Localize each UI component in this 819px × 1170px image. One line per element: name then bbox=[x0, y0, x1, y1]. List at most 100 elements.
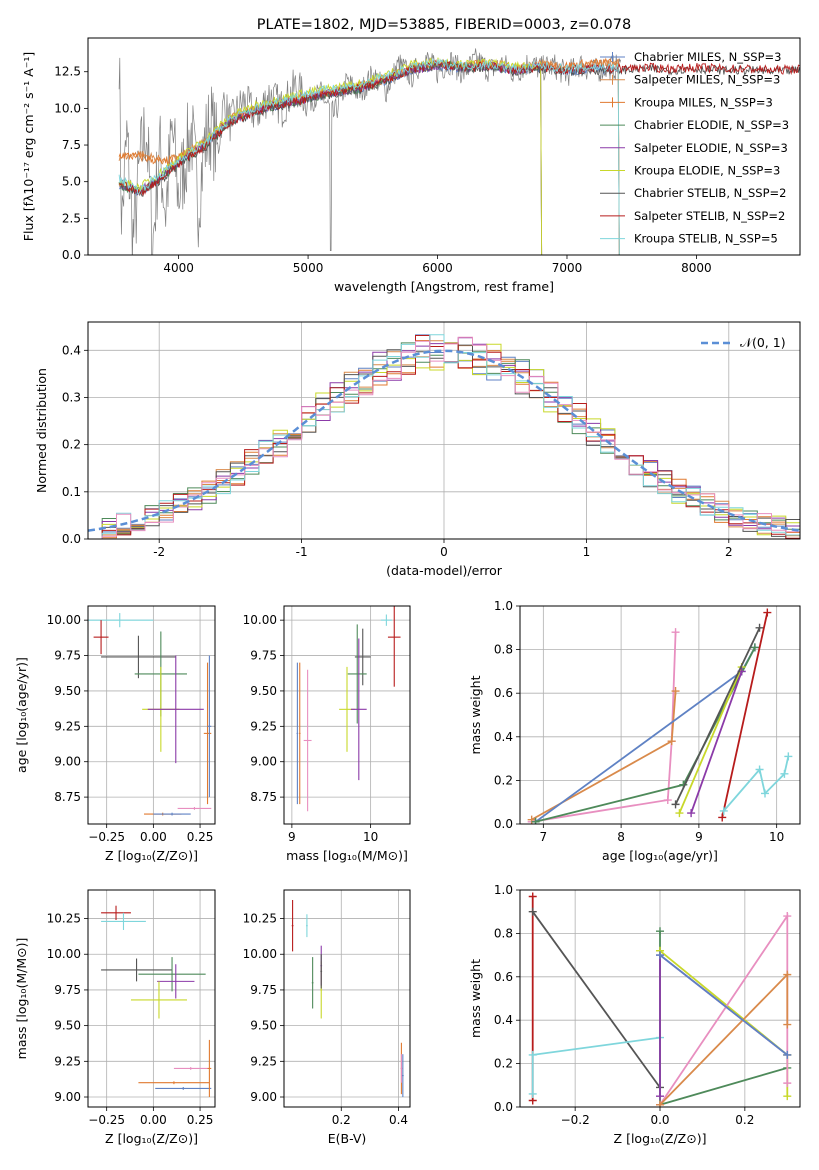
x-tick-label: 0.4 bbox=[389, 1113, 408, 1127]
model-spectrum-line bbox=[118, 58, 620, 255]
plus-marker bbox=[783, 1079, 792, 1088]
gaussian-curve bbox=[88, 349, 800, 532]
plus-marker bbox=[528, 1089, 537, 1098]
panel-spectrum: 4000 5000 6000 7000 8000 0.0 2.5 5.0 7.5 10.0 12.5… bbox=[21, 17, 801, 294]
axes-frame bbox=[87, 321, 801, 540]
legend-entry-label: 𝒩(0, 1) bbox=[740, 335, 786, 350]
plus-marker bbox=[763, 608, 772, 617]
x-tick-label: 7000 bbox=[552, 261, 583, 275]
y-tick-label: 0.3 bbox=[62, 390, 81, 404]
errorbar-point bbox=[207, 1039, 212, 1098]
errorbar-point bbox=[350, 638, 367, 781]
y-tick-label: 9.25 bbox=[250, 1054, 277, 1068]
y-tick-label: 9.50 bbox=[250, 1019, 277, 1033]
y-tick-label: 0.2 bbox=[494, 1057, 513, 1071]
plus-marker bbox=[783, 912, 792, 921]
legend-entry-label: Chabrier ELODIE, N_SSP=3 bbox=[634, 118, 789, 132]
plot-area-residuals bbox=[88, 334, 800, 539]
errorbar-point bbox=[387, 606, 401, 687]
y-tick-label: 9.25 bbox=[54, 719, 81, 733]
histogram-step-line bbox=[88, 334, 800, 539]
weight-line bbox=[531, 1036, 661, 1094]
y-tick-label: 10.00 bbox=[47, 613, 81, 627]
x-axis-label: mass [log₁₀(M/M⊙)] bbox=[286, 848, 408, 863]
plus-marker bbox=[718, 813, 727, 822]
x-tick-label: −0.25 bbox=[88, 830, 125, 844]
panel-weight_vs_age: 7 8 9 10 0.0 0.2 0.4 0.6 0.8 1.0 age [log₁₀(age/yr… bbox=[468, 599, 801, 863]
x-tick-label: 7 bbox=[540, 830, 548, 844]
weight-line bbox=[721, 612, 769, 818]
errorbar-point bbox=[155, 1087, 212, 1090]
y-tick-label: 10.25 bbox=[47, 912, 81, 926]
legend-entry-label: Salpeter MILES, N_SSP=3 bbox=[634, 73, 780, 87]
errorbar-point bbox=[153, 812, 191, 816]
model-spectrum-line bbox=[118, 61, 620, 255]
x-tick-label: 9 bbox=[695, 830, 703, 844]
plus-marker bbox=[531, 817, 540, 824]
y-tick-label: 0.6 bbox=[494, 970, 513, 984]
weight-series bbox=[719, 752, 793, 815]
x-tick-label: 10 bbox=[769, 830, 784, 844]
x-tick-label: 8 bbox=[617, 830, 625, 844]
y-tick-label: 0.4 bbox=[494, 1013, 513, 1027]
errorbar-point bbox=[380, 614, 392, 626]
x-tick-label: 9 bbox=[288, 830, 296, 844]
plus-marker bbox=[719, 806, 728, 815]
x-tick-label: 0.00 bbox=[140, 1113, 167, 1127]
x-tick-label: -1 bbox=[296, 545, 308, 559]
x-axis-label: age [log₁₀(age/yr)] bbox=[602, 848, 718, 863]
y-tick-label: 1.0 bbox=[494, 599, 513, 613]
errorbar-point bbox=[138, 1081, 210, 1085]
plus-marker bbox=[528, 892, 537, 901]
plot-area-spectrum bbox=[118, 48, 800, 255]
plus-marker bbox=[656, 927, 664, 936]
y-tick-label: 9.75 bbox=[250, 983, 277, 997]
y-tick-label: 10.0 bbox=[54, 101, 81, 115]
y-tick-label: 9.75 bbox=[250, 649, 277, 663]
errorbar-point bbox=[347, 624, 367, 724]
errorbar-point bbox=[207, 655, 212, 798]
y-tick-label: 8.75 bbox=[54, 790, 81, 804]
plus-marker bbox=[667, 737, 676, 746]
errorbar-point bbox=[101, 958, 173, 982]
y-axis-label: mass weight bbox=[468, 959, 483, 1038]
x-tick-label: 4000 bbox=[163, 261, 194, 275]
axes-frame bbox=[87, 889, 216, 1108]
errorbar-point bbox=[177, 807, 212, 810]
plus-marker bbox=[784, 752, 793, 761]
weight-line bbox=[535, 646, 756, 823]
plus-marker bbox=[783, 1050, 792, 1059]
y-tick-label: 9.75 bbox=[54, 649, 81, 663]
errorbar-point bbox=[311, 957, 314, 1009]
plus-marker bbox=[671, 628, 680, 637]
y-tick-label: 0.1 bbox=[62, 485, 81, 499]
y-tick-label: 9.75 bbox=[54, 983, 81, 997]
legend-entry-label: Chabrier STELIB, N_SSP=2 bbox=[634, 186, 786, 200]
errorbar-point bbox=[173, 1067, 208, 1070]
panel-age_vs_mass: 9 10 8.75 9.00 9.25 9.50 9.75 10.00 mass [log₁₀(… bbox=[243, 605, 411, 863]
weight-series bbox=[671, 623, 764, 809]
y-tick-label: 0.0 bbox=[494, 1100, 513, 1114]
plot-area-mass_vs_EBV bbox=[291, 899, 404, 1098]
legend: Chabrier MILES, N_SSP=3 Salpeter MILES, N… bbox=[600, 50, 789, 246]
legend-entry-label: Kroupa ELODIE, N_SSP=3 bbox=[634, 164, 780, 178]
model-spectrum-line bbox=[118, 57, 543, 255]
axes-frame bbox=[519, 605, 801, 825]
model-spectrum-line bbox=[118, 58, 620, 255]
weight-series bbox=[531, 643, 759, 824]
errorbar-point bbox=[93, 620, 109, 655]
y-tick-label: 0.0 bbox=[62, 532, 81, 546]
axes-frame bbox=[283, 889, 411, 1108]
weight-line bbox=[535, 646, 756, 823]
y-tick-label: 1.0 bbox=[494, 883, 513, 897]
x-tick-label: 6000 bbox=[422, 261, 453, 275]
y-tick-label: 9.00 bbox=[54, 755, 81, 769]
plot-area-weight_vs_Z bbox=[528, 892, 792, 1107]
panel-residuals: -2 -1 0 1 2 0.0 0.1 0.2 0.3 0.4 (data-model)/error… bbox=[34, 321, 801, 578]
plus-marker bbox=[783, 970, 792, 979]
y-tick-label: 9.25 bbox=[54, 1054, 81, 1068]
chart-title: PLATE=1802, MJD=53885, FIBERID=0003, z=0… bbox=[257, 17, 631, 33]
y-axis-label: age [log₁₀(age/yr)] bbox=[14, 657, 29, 773]
errorbar-point bbox=[203, 662, 212, 805]
y-tick-label: 8.75 bbox=[250, 790, 277, 804]
